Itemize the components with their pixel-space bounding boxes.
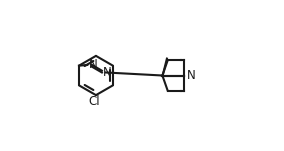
Text: Cl: Cl: [89, 95, 100, 108]
Text: N: N: [103, 66, 112, 79]
Text: N: N: [187, 69, 195, 82]
Text: N: N: [88, 58, 97, 71]
